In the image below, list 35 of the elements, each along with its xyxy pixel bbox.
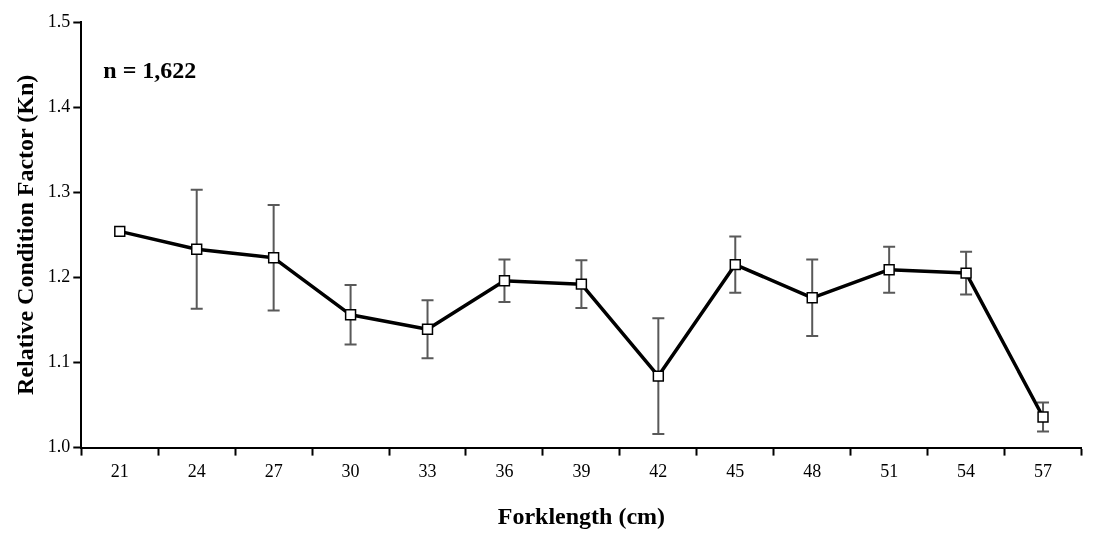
point (421, 323, 434, 335)
x-tick-label: 54 (957, 461, 976, 482)
point (191, 243, 203, 255)
y-tick-label: 1.0 (47, 436, 71, 457)
y-tick-label: 1.5 (47, 10, 71, 31)
x-tick-label: 21 (110, 461, 129, 482)
y-axis-title: Relative Condition Factor (Kn) (11, 74, 38, 395)
point (114, 225, 126, 238)
x-tick-label: 27 (264, 461, 283, 482)
annotation: n = 1,622 (103, 57, 197, 84)
point (729, 258, 741, 271)
point (883, 264, 895, 276)
x-axis-title: Forklength (cm) (497, 502, 666, 529)
x-tick-label: 51 (880, 461, 899, 482)
x-tick-label: 57 (1034, 461, 1053, 482)
point (1037, 411, 1049, 423)
x-tick-label: 42 (649, 461, 668, 482)
point (344, 309, 357, 321)
x-tick-label: 36 (495, 461, 514, 482)
point (267, 252, 280, 264)
y-tick-label: 1.2 (47, 266, 71, 287)
x-tick-label: 30 (341, 461, 360, 482)
x-tick-label: 48 (803, 461, 822, 482)
x-tick-label: 24 (187, 461, 206, 482)
x-tick-label: 33 (418, 461, 437, 482)
y-tick-label: 1.4 (47, 95, 71, 116)
point (806, 292, 818, 304)
y-tick-label: 1.3 (47, 180, 71, 201)
x-tick-label: 45 (726, 461, 745, 482)
x-tick-label: 39 (572, 461, 591, 482)
point (960, 267, 972, 279)
point (652, 370, 665, 382)
point (498, 275, 511, 287)
point (575, 278, 588, 290)
y-tick-label: 1.1 (47, 351, 71, 372)
